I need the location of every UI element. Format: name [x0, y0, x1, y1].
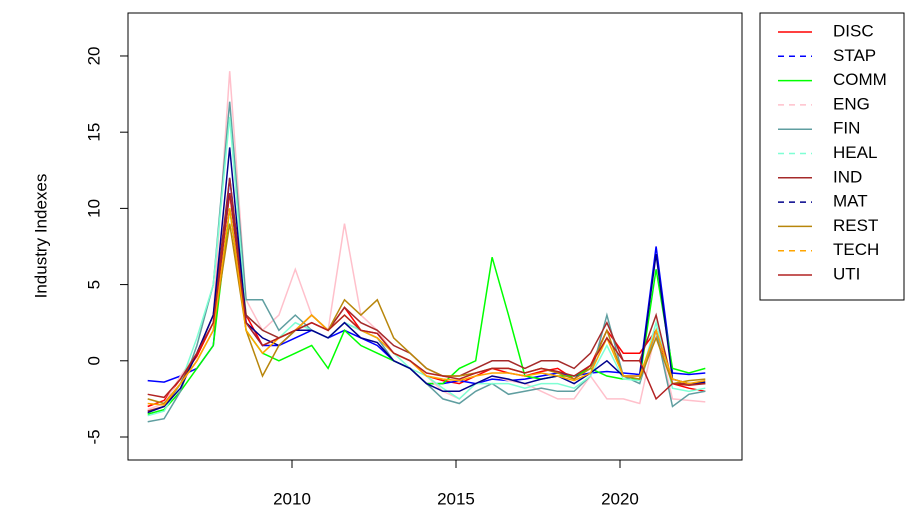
legend-label: UTI	[833, 264, 860, 283]
legend-label: IND	[833, 167, 862, 186]
y-tick-label: 15	[84, 123, 103, 142]
legend-label: FIN	[833, 119, 860, 138]
series-line	[147, 193, 706, 401]
x-tick-label: 2020	[601, 489, 639, 508]
legend-label: DISC	[833, 21, 874, 40]
y-tick-label: 10	[84, 199, 103, 218]
x-tick-label: 2010	[273, 489, 311, 508]
y-tick-label: 5	[84, 280, 103, 289]
legend-label: HEAL	[833, 143, 877, 162]
plot-frame	[127, 12, 743, 461]
series-line	[147, 208, 706, 406]
legend-label: TECH	[833, 240, 879, 259]
legend-label: STAP	[833, 46, 876, 65]
series-line	[147, 147, 706, 414]
legend-box	[759, 12, 905, 301]
y-tick-label: 0	[84, 356, 103, 365]
legend-label: ENG	[833, 94, 870, 113]
y-tick-label: -5	[84, 429, 103, 444]
x-tick-label: 2015	[437, 489, 475, 508]
y-tick-label: 20	[84, 47, 103, 66]
y-axis-label: Industry Indexes	[31, 174, 50, 299]
legend-label: REST	[833, 216, 878, 235]
legend-label: MAT	[833, 192, 868, 211]
legend-label: COMM	[833, 70, 887, 89]
